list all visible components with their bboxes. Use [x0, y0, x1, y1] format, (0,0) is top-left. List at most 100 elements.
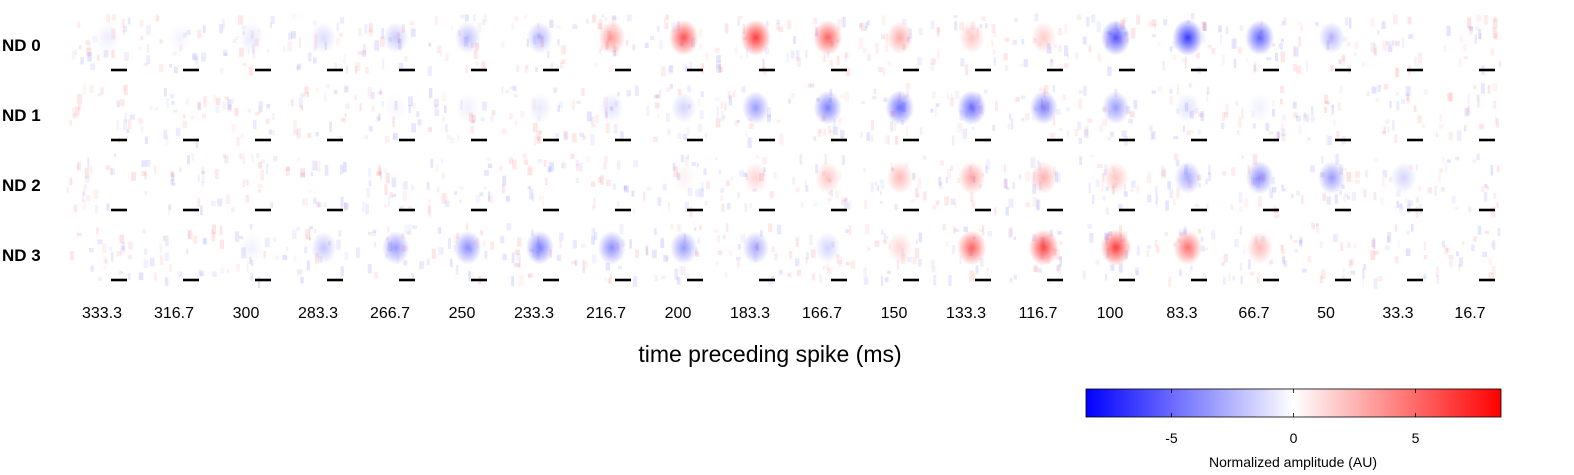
time-tick-label: 266.7: [370, 305, 410, 322]
time-tick-label: 83.3: [1166, 305, 1197, 322]
amplitude-blob: [1318, 161, 1346, 195]
tile-1-4: [354, 87, 422, 143]
amplitude-blob: [239, 22, 265, 54]
tile-0-16: [1218, 17, 1287, 73]
amplitude-blob: [455, 92, 480, 123]
amplitude-blob: [815, 231, 841, 264]
amplitude-blob: [1246, 231, 1273, 264]
amplitude-blob: [1030, 21, 1057, 54]
amplitude-blob: [95, 22, 121, 53]
amplitude-blob: [1172, 19, 1204, 56]
time-tick-label: 316.7: [154, 305, 194, 322]
amplitude-blob: [1175, 92, 1201, 124]
time-tick-label: 283.3: [298, 305, 338, 322]
time-tick-label: 200: [665, 305, 692, 322]
amplitude-blob: [382, 21, 409, 54]
time-tick-label: 16.7: [1454, 305, 1485, 322]
tile-2-19: [1434, 153, 1500, 218]
time-tick-label: 300: [233, 305, 260, 322]
tile-2-3: [285, 157, 349, 212]
tile-1-7: [571, 85, 639, 146]
row-label-nd3: ND 3: [2, 246, 41, 265]
amplitude-blob: [743, 161, 769, 194]
amplitude-blob: [885, 90, 915, 126]
tile-3-0: [70, 227, 133, 282]
tile-2-13: [1003, 157, 1063, 216]
time-tick-label: 233.3: [514, 305, 554, 322]
tile-2-0: [66, 153, 136, 214]
tile-2-7: [570, 153, 639, 215]
tile-1-15: [1149, 83, 1210, 142]
tile-2-2: [211, 153, 278, 212]
amplitude-blob: [886, 161, 913, 194]
colorbar: -5 0 5 Normalized amplitude (AU): [1085, 388, 1502, 470]
colorbar-label: Normalized amplitude (AU): [1209, 454, 1377, 470]
amplitude-blob: [384, 93, 408, 123]
amplitude-blob: [958, 21, 985, 54]
colorbar-tick-label: 5: [1412, 430, 1420, 446]
tile-2-8: [643, 154, 711, 217]
tile-2-14: [1079, 154, 1140, 215]
tile-1-14: [1074, 85, 1138, 147]
amplitude-blob: [1100, 229, 1131, 266]
tile-3-16: [1221, 226, 1288, 285]
tile-3-3: [282, 226, 349, 284]
amplitude-blob: [599, 92, 625, 124]
tile-0-5: [427, 13, 487, 76]
amplitude-blob: [1174, 161, 1202, 195]
time-tick-label: 166.7: [802, 305, 842, 322]
tile-3-18: [1362, 223, 1427, 289]
tile-1-18: [1367, 83, 1428, 144]
amplitude-blob: [813, 90, 842, 125]
time-tick-label: 333.3: [82, 305, 122, 322]
time-tick-label: 150: [881, 305, 908, 322]
amplitude-blob: [1245, 160, 1274, 195]
tile-3-17: [1290, 223, 1357, 284]
amplitude-blob: [453, 230, 482, 265]
tile-3-14: [1082, 224, 1140, 282]
amplitude-blob: [1102, 91, 1130, 125]
amplitude-blob: [668, 19, 699, 56]
amplitude-blob: [742, 91, 770, 125]
tile-1-2: [213, 94, 275, 147]
tile-0-4: [354, 21, 416, 75]
tile-3-19: [1436, 225, 1501, 285]
tile-3-1: [138, 229, 208, 286]
tile-0-19: [1443, 14, 1502, 75]
colorbar-tick-label: 0: [1290, 430, 1298, 446]
tile-3-9: [714, 223, 783, 286]
amplitude-blob: [813, 20, 843, 56]
time-tick-label: 100: [1097, 305, 1124, 322]
tile-1-19: [1435, 83, 1500, 142]
tile-2-1: [141, 153, 205, 216]
time-tick-labels: 333.3 316.7 300 283.3 266.7 250 233.3 216.7 200 1…: [82, 305, 1486, 322]
tile-3-2: [211, 223, 279, 288]
amplitude-blob: [1028, 229, 1059, 266]
amplitude-blob: [887, 231, 913, 264]
time-tick-label: 183.3: [730, 305, 770, 322]
amplitude-blob: [886, 21, 914, 55]
tile-2-15: [1146, 153, 1212, 214]
amplitude-blob: [671, 91, 697, 124]
colorbar-tick-label: -5: [1165, 430, 1178, 446]
row-label-nd1: ND 1: [2, 106, 41, 125]
tile-2-16: [1222, 154, 1286, 219]
amplitude-blob: [740, 19, 771, 56]
tile-3-13: [1008, 227, 1063, 285]
heatmap-tiles: [66, 13, 1502, 289]
tile-3-8: [645, 224, 703, 285]
row-label-nd2: ND 2: [2, 176, 41, 195]
tile-0-0: [72, 13, 131, 72]
tile-3-4: [355, 224, 424, 282]
amplitude-blob: [742, 231, 770, 265]
amplitude-blob: [526, 21, 553, 54]
amplitude-blob: [957, 90, 987, 126]
amplitude-blob: [814, 161, 841, 194]
tile-1-3: [290, 84, 350, 142]
tile-2-18: [1363, 158, 1432, 218]
tile-2-4: [362, 164, 415, 215]
tile-3-6: [500, 223, 564, 286]
amplitude-blob: [525, 230, 554, 265]
tile-2-9: [715, 155, 777, 212]
